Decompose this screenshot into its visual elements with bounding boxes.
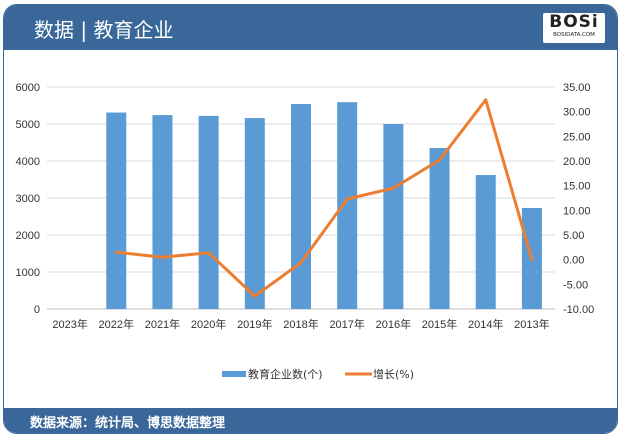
header-bar: 数据 | 教育企业 BOSi BOSIDATA.COM bbox=[4, 5, 617, 50]
left-tick-label: 3000 bbox=[16, 193, 40, 205]
bar bbox=[291, 104, 311, 310]
footer-bar: 数据来源：统计局、博思数据整理 bbox=[4, 408, 617, 433]
right-tick-label: -10.00 bbox=[563, 304, 594, 316]
line-point bbox=[438, 158, 442, 162]
x-tick-label: 2017年 bbox=[329, 317, 364, 331]
legend-label-bars: 教育企业数(个) bbox=[248, 367, 323, 381]
x-tick-label: 2016年 bbox=[376, 317, 411, 331]
x-tick-label: 2019年 bbox=[237, 317, 272, 331]
right-tick-label: 30.00 bbox=[563, 107, 591, 119]
right-tick-label: 0.00 bbox=[563, 255, 584, 267]
left-tick-label: 2000 bbox=[16, 230, 40, 242]
line-point bbox=[253, 294, 257, 298]
x-tick-label: 2018年 bbox=[283, 317, 318, 331]
bar bbox=[244, 118, 265, 309]
left-tick-label: 4000 bbox=[16, 156, 40, 168]
x-tick-label: 2020年 bbox=[191, 317, 226, 331]
bar bbox=[198, 115, 219, 309]
logo-subtext: BOSIDATA.COM bbox=[553, 32, 595, 38]
x-tick-label: 2023年 bbox=[52, 317, 87, 331]
line-point bbox=[484, 98, 488, 102]
legend-swatch-bars bbox=[222, 371, 246, 377]
bosi-logo: BOSi BOSIDATA.COM bbox=[543, 13, 605, 43]
x-tick-label: 2015年 bbox=[422, 317, 457, 331]
data-source: 数据来源：统计局、博思数据整理 bbox=[30, 416, 226, 431]
bar bbox=[106, 112, 127, 309]
line-point bbox=[114, 250, 118, 254]
bar bbox=[475, 175, 496, 309]
bar bbox=[337, 102, 358, 309]
bar bbox=[429, 148, 450, 309]
chart-card: 数据 | 教育企业 BOSi BOSIDATA.COM 数据来源：统计局、博思数… bbox=[3, 4, 618, 434]
x-tick-label: 2013年 bbox=[514, 317, 549, 331]
x-tick-label: 2021年 bbox=[145, 317, 180, 331]
right-tick-label: -5.00 bbox=[563, 279, 588, 291]
right-tick-label: 35.00 bbox=[563, 82, 591, 94]
right-tick-label: 10.00 bbox=[563, 205, 591, 217]
line-point bbox=[345, 197, 349, 201]
line-point bbox=[160, 255, 164, 259]
right-tick-label: 25.00 bbox=[563, 131, 591, 143]
bar bbox=[152, 115, 173, 310]
x-tick-label: 2022年 bbox=[99, 317, 134, 331]
left-tick-label: 0 bbox=[34, 304, 40, 316]
legend-label-line: 增长(%) bbox=[373, 367, 414, 381]
left-tick-label: 5000 bbox=[16, 119, 40, 131]
left-tick-label: 1000 bbox=[16, 267, 40, 279]
left-tick-label: 6000 bbox=[16, 82, 40, 94]
line-point bbox=[207, 251, 211, 255]
line-point bbox=[391, 186, 395, 190]
line-point bbox=[299, 261, 303, 265]
line-point bbox=[530, 258, 534, 262]
logo-text: BOSi bbox=[549, 12, 599, 32]
bar bbox=[383, 124, 404, 309]
right-tick-label: 20.00 bbox=[563, 156, 591, 168]
page-title: 数据 | 教育企业 bbox=[34, 18, 174, 42]
x-tick-label: 2014年 bbox=[468, 317, 503, 331]
right-tick-label: 15.00 bbox=[563, 181, 591, 193]
growth-line bbox=[116, 98, 534, 298]
right-tick-label: 5.00 bbox=[563, 230, 584, 242]
